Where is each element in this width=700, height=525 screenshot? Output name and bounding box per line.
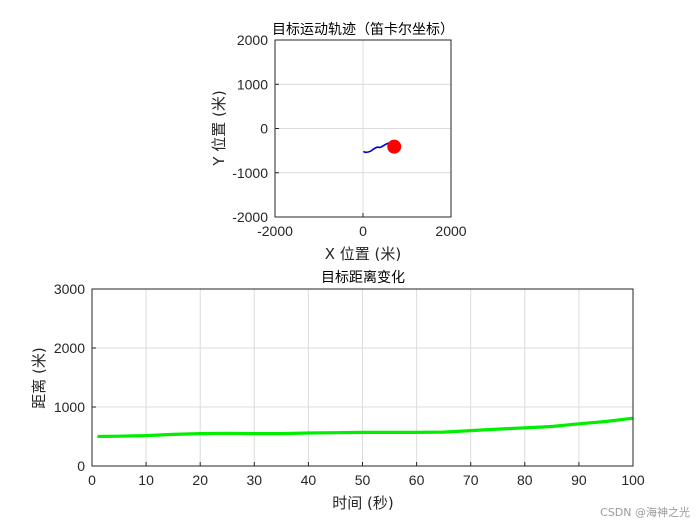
trajectory-ticks: -2000 0 2000 2000 1000 0 -1000 -2000: [232, 32, 467, 239]
trajectory-ylabel: Y 位置 (米): [210, 90, 228, 166]
y-tick-label: -2000: [232, 209, 268, 225]
x-tick-label: 40: [301, 472, 317, 488]
x-tick-label: 100: [621, 472, 645, 488]
y-tick-label: 0: [260, 121, 268, 137]
x-tick-label: 10: [138, 472, 154, 488]
trajectory-chart: -2000 0 2000 2000 1000 0 -1000 -2000 目标运动轨迹（笛卡尔…: [210, 22, 467, 263]
y-tick-label: 2000: [54, 340, 85, 356]
y-tick-label: 2000: [237, 32, 268, 48]
x-tick-label: 50: [355, 472, 371, 488]
watermark: CSDN @海神之光: [600, 505, 690, 519]
x-tick-label: 2000: [435, 223, 466, 239]
trajectory-title: 目标运动轨迹（笛卡尔坐标）: [272, 22, 454, 38]
distance-ticks: 0 10 20 30 40 50 60 70 80 90 100 3000 2000 1000 0: [54, 281, 645, 488]
distance-line: [97, 416, 634, 439]
distance-xlabel: 时间 (秒): [332, 494, 393, 512]
trajectory-xlabel: X 位置 (米): [325, 245, 402, 263]
y-tick-label: -1000: [232, 165, 268, 181]
x-tick-label: 90: [571, 472, 587, 488]
y-tick-label: 0: [77, 458, 85, 474]
distance-title: 目标距离变化: [321, 269, 405, 286]
x-tick-label: -2000: [257, 223, 293, 239]
x-tick-label: 0: [88, 472, 96, 488]
x-tick-label: 20: [192, 472, 208, 488]
y-tick-label: 1000: [237, 76, 268, 92]
current-position-marker: [387, 139, 402, 154]
distance-chart: 0 10 20 30 40 50 60 70 80 90 100 3000 2000 1000 0 目标距离…: [30, 269, 645, 512]
x-tick-label: 30: [247, 472, 263, 488]
x-tick-label: 0: [359, 223, 367, 239]
y-tick-label: 1000: [54, 399, 85, 415]
y-tick-label: 3000: [54, 281, 85, 297]
x-tick-label: 70: [463, 472, 479, 488]
trajectory-axes-box: [274, 39, 452, 218]
distance-axes-box: [91, 288, 634, 467]
distance-ylabel: 距离 (米): [30, 347, 48, 408]
x-tick-label: 80: [517, 472, 533, 488]
x-tick-label: 60: [409, 472, 425, 488]
